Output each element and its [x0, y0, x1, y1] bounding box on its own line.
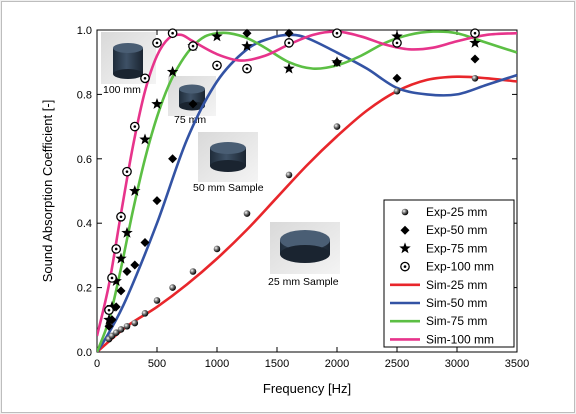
point-exp-100-mm-dot — [245, 67, 249, 70]
point-exp-100-mm-dot — [395, 41, 399, 45]
point-exp-100-mm-dot — [133, 125, 137, 128]
line-sim-75-mm — [97, 30, 517, 352]
point-exp-50-mm — [140, 238, 150, 248]
legend-label-sim-75-mm: Sim-75 mm — [426, 314, 487, 328]
point-exp-100-mm-dot — [215, 64, 219, 67]
sample-photo-25mm: 25 mm Sample — [268, 222, 340, 288]
legend-swatch-exp-50-mm — [400, 225, 410, 235]
point-exp-100-mm-dot — [191, 44, 195, 48]
y-tick-label: 0.8 — [77, 89, 92, 101]
y-tick-label: 0.0 — [77, 347, 92, 359]
x-tick-label: 2000 — [325, 358, 349, 370]
point-exp-25-mm — [123, 322, 131, 330]
point-exp-75-mm — [129, 185, 141, 196]
point-exp-75-mm — [391, 30, 403, 42]
point-exp-50-mm — [122, 267, 132, 276]
point-exp-50-mm — [284, 28, 294, 38]
x-tick-label: 2500 — [385, 358, 409, 370]
point-exp-100-mm-dot — [335, 31, 339, 35]
point-exp-100-mm-dot — [125, 170, 129, 173]
y-tick-label: 0.4 — [77, 218, 92, 230]
point-exp-75-mm — [331, 56, 343, 68]
point-exp-25-mm — [169, 284, 176, 291]
point-exp-100-mm-dot — [171, 31, 174, 35]
x-tick-label: 500 — [148, 358, 166, 370]
point-exp-75-mm — [115, 252, 127, 264]
caption-25mm: 25 mm Sample — [268, 276, 339, 288]
point-exp-75-mm — [211, 30, 223, 42]
caption-50mm: 50 mm Sample — [193, 182, 264, 194]
point-exp-25-mm — [471, 75, 479, 82]
y-tick-label: 1.0 — [77, 25, 92, 37]
point-exp-100-mm-dot — [114, 247, 118, 251]
point-exp-50-mm — [116, 286, 126, 296]
point-exp-25-mm — [213, 245, 221, 253]
legend-swatch-exp-100-mm-dot — [403, 265, 407, 268]
point-exp-50-mm — [130, 260, 140, 270]
legend-swatch-exp-25-mm — [401, 208, 409, 216]
axis-ticks: 0 500 1000 1500 2000 2500 3000 3500 0.0 0.2 0.4 0.6… — [77, 25, 530, 370]
point-exp-25-mm — [131, 319, 139, 327]
point-exp-25-mm — [117, 326, 125, 333]
y-tick-label: 0.2 — [77, 283, 92, 295]
point-exp-50-mm — [168, 154, 178, 164]
point-exp-75-mm — [139, 133, 151, 145]
point-exp-75-mm — [110, 275, 122, 287]
point-exp-25-mm — [243, 210, 251, 217]
point-exp-100-mm-dot — [473, 31, 477, 35]
point-exp-75-mm — [166, 65, 179, 77]
legend-swatch-exp-75-mm — [399, 242, 411, 254]
plot-area — [96, 29, 518, 353]
point-exp-75-mm — [241, 40, 253, 51]
legend-label-exp-75-mm: Exp-75 mm — [426, 241, 487, 255]
legend: Exp-25 mm Exp-50 mm Exp-75 mm Exp-100 mm Sim… — [383, 199, 515, 348]
caption-100mm: 100 mm — [103, 84, 141, 96]
point-exp-25-mm — [393, 87, 401, 95]
caption-75mm: 75 mm — [174, 114, 206, 126]
sample-photo-100mm: 100 mm — [101, 32, 156, 96]
point-exp-50-mm — [152, 196, 162, 206]
point-exp-100-mm-dot — [155, 41, 159, 45]
point-exp-25-mm — [189, 268, 197, 275]
x-tick-label: 1000 — [205, 358, 229, 370]
legend-label-exp-25-mm: Exp-25 mm — [426, 205, 487, 219]
point-exp-100-mm-dot — [287, 41, 291, 45]
x-tick-label: 3500 — [505, 358, 529, 370]
point-exp-25-mm — [112, 329, 120, 336]
y-tick-label: 0.6 — [77, 154, 92, 166]
legend-label-sim-25-mm: Sim-25 mm — [426, 278, 487, 292]
legend-label-sim-50-mm: Sim-50 mm — [426, 296, 487, 310]
point-exp-75-mm — [469, 36, 481, 48]
legend-label-sim-100-mm: Sim-100 mm — [426, 332, 494, 346]
point-exp-25-mm — [333, 123, 341, 130]
point-exp-50-mm — [470, 54, 480, 64]
point-exp-75-mm — [283, 62, 295, 74]
point-exp-100-mm-dot — [107, 308, 111, 312]
legend-label-exp-100-mm: Exp-100 mm — [426, 260, 494, 274]
point-exp-75-mm — [151, 98, 163, 109]
sample-photo-50mm: 50 mm Sample — [193, 132, 264, 194]
x-tick-label: 0 — [94, 358, 100, 370]
y-axis-label: Sound Absorption Coefficient [-] — [40, 100, 55, 283]
point-exp-50-mm — [188, 99, 198, 109]
point-exp-50-mm — [392, 73, 402, 83]
point-exp-50-mm — [242, 28, 252, 38]
point-exp-75-mm — [103, 313, 115, 325]
x-tick-label: 3000 — [445, 358, 469, 370]
experiment-points — [103, 28, 481, 343]
point-exp-25-mm — [285, 171, 293, 179]
point-exp-25-mm — [141, 310, 149, 317]
x-tick-label: 1500 — [265, 358, 289, 370]
point-exp-75-mm — [121, 226, 133, 238]
x-axis-label: Frequency [Hz] — [263, 381, 351, 396]
point-exp-50-mm — [104, 321, 114, 331]
legend-label-exp-50-mm: Exp-50 mm — [426, 223, 487, 237]
point-exp-100-mm-dot — [119, 215, 123, 219]
point-exp-100-mm-dot — [143, 77, 147, 80]
line-sim-25-mm — [97, 75, 517, 352]
point-exp-100-mm-dot — [110, 276, 114, 280]
point-exp-25-mm — [153, 297, 161, 304]
